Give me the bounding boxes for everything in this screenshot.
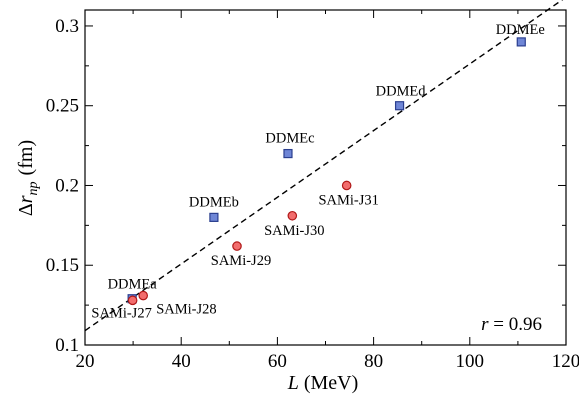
- point-label: DDMEb: [189, 194, 239, 210]
- x-tick-label: 80: [364, 351, 383, 372]
- y-tick-label: 0.15: [46, 255, 79, 276]
- point-label: SAMi-J27: [91, 305, 151, 321]
- y-tick-label: 0.25: [46, 96, 79, 117]
- point-label: DDMEd: [376, 84, 427, 100]
- point-label: SAMi-J31: [318, 192, 378, 208]
- data-point-circle: [232, 241, 242, 251]
- point-label: DDMEc: [265, 131, 314, 147]
- data-point-square: [394, 101, 405, 111]
- data-point-circle: [138, 290, 149, 301]
- data-point-square: [516, 37, 526, 47]
- y-tick-label: 0.2: [55, 175, 79, 196]
- y-tick-label: 0.1: [55, 335, 79, 356]
- fit-line: [84, 0, 564, 332]
- x-axis-title: L (MeV): [287, 372, 359, 394]
- y-axis-title: Δrnp(fm): [15, 140, 41, 216]
- data-point-square: [283, 148, 293, 159]
- point-label: DDMEe: [496, 22, 545, 38]
- plot-frame: [84, 9, 567, 346]
- x-tick-label: 100: [456, 351, 485, 372]
- point-label: SAMi-J29: [211, 253, 271, 269]
- x-tick-label: 60: [268, 351, 287, 372]
- data-point-circle: [127, 295, 138, 306]
- x-tick-label: 120: [552, 351, 579, 372]
- point-label: SAMi-J30: [264, 223, 324, 239]
- correlation-annotation: r = 0.96: [481, 314, 542, 335]
- data-point-square: [209, 212, 219, 222]
- x-tick-label: 20: [76, 351, 95, 372]
- point-label: SAMi-J28: [156, 302, 216, 318]
- data-point-circle: [341, 180, 352, 191]
- point-label: DDMEa: [108, 277, 158, 293]
- x-tick-label: 40: [172, 351, 191, 372]
- y-tick-label: 0.3: [55, 16, 79, 37]
- plot-area: 20 40 60 80 100 120 0.1 0.15 0.2 0.25 0.3 DDMEa DDME…: [46, 0, 579, 372]
- data-point-circle: [287, 210, 298, 221]
